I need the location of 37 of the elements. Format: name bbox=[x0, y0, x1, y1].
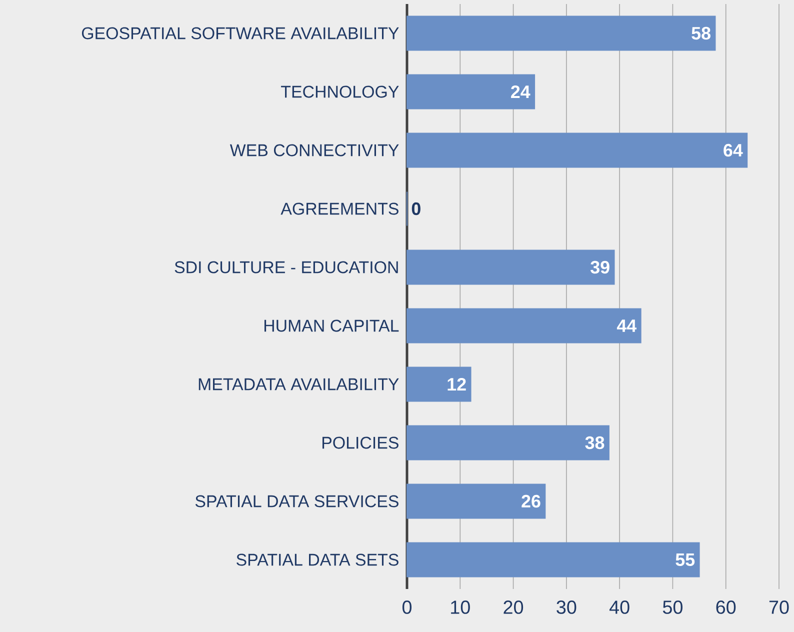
x-tick-label: 40 bbox=[609, 600, 630, 614]
bar bbox=[406, 425, 610, 460]
data-label: 12 bbox=[448, 378, 466, 391]
y-tick-label: METADATA AVAILABILITY bbox=[198, 378, 399, 390]
y-tick-label: WEB CONNECTIVITY bbox=[230, 144, 399, 156]
y-tick-label: SPATIAL DATA SETS bbox=[236, 554, 398, 566]
data-label: 55 bbox=[676, 553, 695, 566]
bar bbox=[406, 132, 748, 168]
x-tick-label: 20 bbox=[504, 600, 524, 614]
data-label: 58 bbox=[692, 26, 710, 40]
y-tick-label: SDI CULTURE - EDUCATION bbox=[174, 261, 398, 274]
x-tick-label: 0 bbox=[402, 600, 412, 614]
x-tick-label: 30 bbox=[556, 600, 576, 614]
bar bbox=[406, 542, 700, 578]
x-tick-label: 50 bbox=[662, 600, 682, 614]
bar bbox=[406, 484, 546, 519]
data-label: 38 bbox=[585, 436, 604, 450]
data-label: 39 bbox=[590, 260, 610, 274]
data-label: 64 bbox=[724, 144, 743, 157]
y-tick-label: AGREEMENTS bbox=[280, 202, 398, 215]
data-label: 0 bbox=[412, 202, 420, 216]
y-tick-label: POLICIES bbox=[322, 436, 398, 449]
x-tick-label: 10 bbox=[451, 600, 470, 614]
data-label: 26 bbox=[522, 494, 540, 508]
y-tick-label: HUMAN CAPITAL bbox=[264, 320, 399, 332]
bar bbox=[406, 366, 472, 402]
bar bbox=[406, 308, 642, 344]
y-tick-label: TECHNOLOGY bbox=[281, 86, 399, 98]
x-tick-label: 70 bbox=[769, 600, 789, 614]
bar bbox=[406, 16, 716, 51]
y-tick-label: SPATIAL DATA SERVICES bbox=[195, 495, 398, 508]
data-label: 24 bbox=[511, 85, 530, 98]
bar bbox=[406, 250, 615, 285]
data-label: 44 bbox=[616, 320, 637, 332]
x-tick-label: 60 bbox=[716, 600, 736, 614]
y-tick-label: GEOSPATIAL SOFTWARE AVAILABILITY bbox=[82, 27, 399, 40]
bar bbox=[406, 74, 536, 110]
